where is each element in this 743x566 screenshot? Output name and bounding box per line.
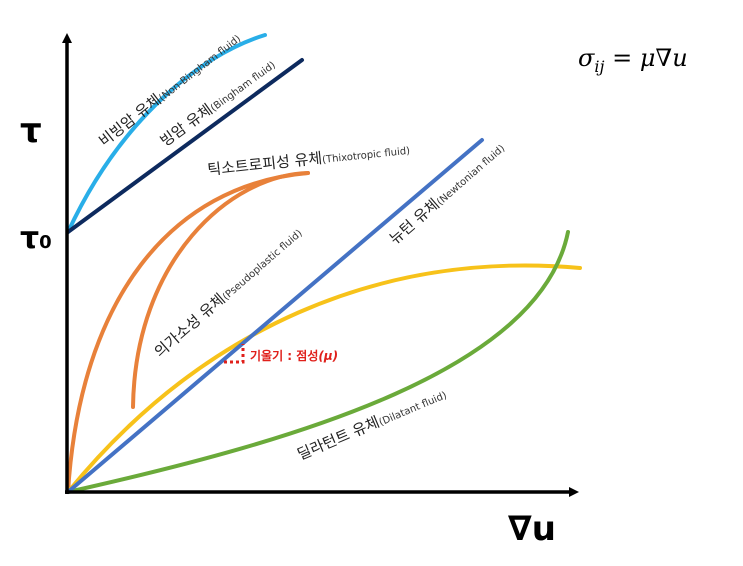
bingham-curve [66, 58, 304, 234]
pseudoplastic-curve [66, 263, 582, 494]
y-intercept-subscript: 0 [39, 232, 52, 253]
slope-note: 기울기 : 점성(μ) [250, 348, 338, 363]
pseudoplastic-label: 의가소성 유체(Pseudoplastic fluid) [151, 223, 306, 361]
y-axis-label: τ [20, 111, 42, 151]
slope-symbol: (μ) [318, 349, 338, 363]
bingham-label: 빙암 유체(Bingham fluid) [157, 55, 279, 150]
slope-marker [224, 344, 245, 364]
formula-subscript: ij [594, 57, 604, 76]
thixotropic-curve-lower [131, 171, 310, 409]
non-bingham-curve [66, 33, 267, 234]
stress-formula: σij = μ∇u [578, 44, 688, 76]
dilatant-curve [66, 230, 570, 494]
x-axis-label: ∇u [508, 509, 556, 549]
thixotropic-curve-upper [66, 171, 310, 494]
y-intercept-label: τ0 [20, 221, 52, 256]
newtonian-curve [66, 138, 484, 494]
